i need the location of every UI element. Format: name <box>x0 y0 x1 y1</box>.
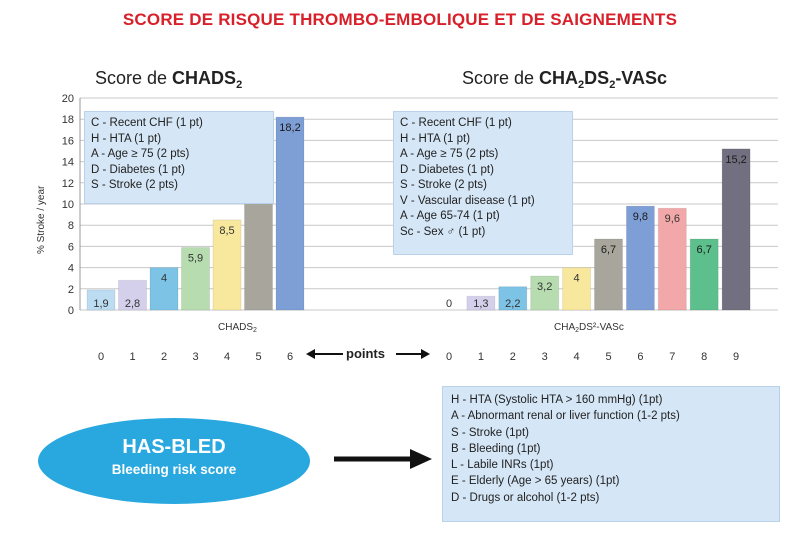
y-tick-label: 14 <box>62 157 74 169</box>
chads2-x-tick-label: 4 <box>224 351 230 363</box>
chads2-bar <box>86 289 116 311</box>
legend-item: D - Diabetes (1 pt) <box>91 163 185 176</box>
chads2-x-tick-label: 2 <box>161 351 167 363</box>
y-tick-label: 12 <box>62 178 74 190</box>
y-tick-label: 6 <box>68 241 74 253</box>
hasbled-item: B - Bleeding (1pt) <box>451 442 541 455</box>
cha2ds2vasc-legend: C - Recent CHF (1 pt) H - HTA (1 pt) A -… <box>393 111 573 255</box>
chads2-x-caption: CHADS2 <box>218 322 257 334</box>
chads2-x-tick-label: 0 <box>98 351 104 363</box>
chads2-x-tick-label: 5 <box>255 351 261 363</box>
y-tick-label: 2 <box>68 284 74 296</box>
legend-item: V - Vascular disease (1 pt) <box>400 194 535 207</box>
y-tick-label: 0 <box>68 305 74 317</box>
cha2ds2vasc-x-tick-label: 4 <box>574 351 580 363</box>
hasbled-item: E - Elderly (Age > 65 years) (1pt) <box>451 475 620 488</box>
cha2ds2vasc-x-tick-label: 5 <box>605 351 611 363</box>
cha2ds2vasc-data-label: 9,8 <box>633 211 648 223</box>
legend-item: H - HTA (1 pt) <box>91 132 162 145</box>
chads2-data-label: 8,5 <box>219 225 234 237</box>
hasbled-item: H - HTA (Systolic HTA > 160 mmHg) (1pt) <box>451 394 663 406</box>
cha2ds2vasc-data-label: 6,7 <box>601 244 616 256</box>
hasbled-title: HAS-BLED <box>122 436 226 458</box>
cha2ds2vasc-bar <box>466 295 496 311</box>
y-tick-label: 10 <box>62 199 74 211</box>
legend-item: D - Diabetes (1 pt) <box>400 163 494 176</box>
cha2ds2vasc-bar <box>657 207 687 311</box>
cha2ds2vasc-x-tick-label: 8 <box>701 351 707 363</box>
cha2ds2vasc-data-label: 15,2 <box>725 154 746 166</box>
y-tick-label: 16 <box>62 135 74 147</box>
hasbled-item: S - Stroke (1pt) <box>451 426 529 439</box>
cha2ds2vasc-x-tick-label: 0 <box>446 351 452 363</box>
hasbled-item: D - Drugs or alcohol (1-2 pts) <box>451 491 600 504</box>
cha2ds2vasc-bar <box>562 267 592 311</box>
y-tick-label: 8 <box>68 220 74 232</box>
hasbled-subtitle: Bleeding risk score <box>111 462 237 477</box>
cha2ds2vasc-bar <box>594 238 623 311</box>
chads2-x-tick-label: 3 <box>192 351 198 363</box>
cha2ds2vasc-data-label: 6,7 <box>697 244 712 256</box>
y-tick-label: 4 <box>68 263 74 275</box>
chads2-bar <box>118 279 147 311</box>
chads2-data-label: 4 <box>161 273 167 285</box>
points-label: points <box>346 346 385 361</box>
chads2-data-label: 18,2 <box>279 122 300 134</box>
hasbled-item: L - Labile INRs (1pt) <box>451 459 554 472</box>
cha2ds2vasc-bar <box>689 238 719 311</box>
cha2ds2vasc-x-tick-label: 2 <box>510 351 516 363</box>
chads2-x-tick-label: 6 <box>287 351 293 363</box>
legend-item: S - Stroke (2 pts) <box>91 179 178 191</box>
hasbled-criteria-box: H - HTA (Systolic HTA > 160 mmHg) (1pt) … <box>442 386 780 522</box>
chads2-x-tick-label: 1 <box>129 351 135 363</box>
chads2-bar <box>275 116 305 311</box>
legend-item: C - Recent CHF (1 pt) <box>91 117 203 129</box>
cha2ds2vasc-data-label: 3,2 <box>537 281 552 293</box>
legend-item: Sc - Sex ♂ (1 pt) <box>400 225 486 238</box>
chads2-data-label: 5,9 <box>188 252 203 264</box>
cha2ds2vasc-bar <box>625 205 655 311</box>
hasbled-oval: HAS-BLED Bleeding risk score <box>38 418 310 504</box>
cha2ds2vasc-bar <box>721 148 751 311</box>
cha2ds2vasc-data-label: 0 <box>446 298 452 310</box>
chads2-bar <box>181 246 210 311</box>
legend-item: S - Stroke (2 pts) <box>400 179 487 191</box>
cha2ds2vasc-data-label: 9,6 <box>665 213 680 225</box>
chads2-bar <box>212 219 242 311</box>
hasbled-arrow-head <box>410 449 432 469</box>
points-arrow-right-head <box>421 349 430 359</box>
hasbled-item: A - Abnormant renal or liver function (1… <box>451 410 680 423</box>
cha2ds2vasc-bar <box>498 286 528 311</box>
cha2ds2vasc-x-tick-label: 3 <box>542 351 548 363</box>
legend-item: A - Age 65-74 (1 pt) <box>400 210 500 222</box>
chads2-bar <box>149 267 179 311</box>
chads2-title: Score de CHADS2 <box>95 68 243 91</box>
chads2-data-label: 2,8 <box>125 298 140 310</box>
legend-item: H - HTA (1 pt) <box>400 132 471 145</box>
cha2ds2vasc-bar <box>530 275 560 311</box>
cha2ds2vasc-title: Score de CHA2DS2-VASc <box>462 68 667 91</box>
legend-item: A - Age ≥ 75 (2 pts) <box>400 148 499 160</box>
page-title: SCORE DE RISQUE THROMBO-EMBOLIQUE ET DE … <box>122 10 678 29</box>
cha2ds2vasc-data-label: 4 <box>574 273 580 285</box>
cha2ds2vasc-x-tick-label: 6 <box>637 351 643 363</box>
cha2ds2vasc-x-tick-label: 9 <box>733 351 739 363</box>
cha2ds2vasc-x-caption: CHA2DS²-VASc <box>554 322 624 334</box>
chads2-data-label: 1,9 <box>93 298 108 310</box>
points-arrow-left-head <box>306 349 315 359</box>
y-tick-label: 18 <box>62 114 74 126</box>
cha2ds2vasc-data-label: 2,2 <box>505 298 520 310</box>
legend-item: A - Age ≥ 75 (2 pts) <box>91 148 190 160</box>
y-tick-label: 20 <box>62 93 74 105</box>
legend-item: C - Recent CHF (1 pt) <box>400 117 512 129</box>
chads2-legend: C - Recent CHF (1 pt) H - HTA (1 pt) A -… <box>84 111 274 204</box>
cha2ds2vasc-data-label: 1,3 <box>473 298 488 310</box>
cha2ds2vasc-x-tick-label: 1 <box>478 351 484 363</box>
cha2ds2vasc-x-tick-label: 7 <box>669 351 675 363</box>
